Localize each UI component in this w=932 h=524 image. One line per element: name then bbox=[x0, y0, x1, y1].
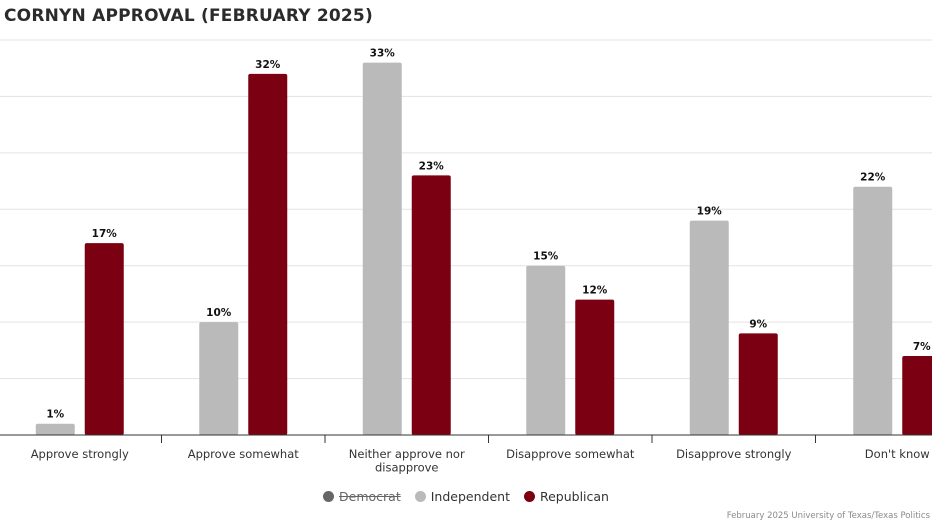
bar-republican[interactable] bbox=[84, 243, 124, 435]
data-label: 33% bbox=[370, 48, 396, 60]
data-label: 19% bbox=[697, 206, 723, 218]
x-tick-label: Neither approve nor disapprove bbox=[349, 447, 465, 475]
legend-swatch bbox=[414, 491, 426, 502]
bar-republican[interactable] bbox=[902, 356, 932, 435]
legend-swatch bbox=[323, 491, 335, 502]
x-tick-label-line: Disapprove somewhat bbox=[506, 447, 635, 461]
x-axis: Approve strongly Approve somewhat Neither … bbox=[0, 434, 932, 475]
x-tick-label-line: Disapprove strongly bbox=[676, 447, 792, 461]
data-label: 1% bbox=[46, 409, 64, 421]
legend-item-democrat[interactable]: Democrat bbox=[323, 489, 401, 504]
x-tick-label-line: Approve strongly bbox=[31, 447, 129, 461]
legend-item-republican[interactable]: Republican bbox=[523, 489, 609, 504]
bar-independent[interactable] bbox=[853, 186, 893, 435]
bar-independent[interactable] bbox=[689, 220, 729, 435]
bar-independent[interactable] bbox=[35, 423, 75, 435]
legend-label: Democrat bbox=[339, 489, 401, 504]
data-label: 9% bbox=[749, 318, 767, 330]
data-label: 12% bbox=[582, 285, 608, 297]
bar-republican[interactable] bbox=[738, 333, 778, 435]
data-label: 7% bbox=[913, 341, 931, 353]
data-label: 23% bbox=[419, 160, 445, 172]
gridlines bbox=[0, 39, 932, 436]
bars bbox=[35, 62, 932, 435]
x-tick-label: Approve somewhat bbox=[188, 447, 300, 461]
data-label: 17% bbox=[92, 228, 118, 240]
x-tick-label-line: Neither approve nor bbox=[349, 447, 465, 461]
data-label: 22% bbox=[860, 172, 886, 184]
legend: Democrat Independent Republican bbox=[0, 489, 932, 504]
chart-title: CORNYN APPROVAL (FEBRUARY 2025) bbox=[4, 6, 373, 26]
data-labels: 1% 17% 10% 32% 33% 23% 15% 12% 19% 9% 22% 7% bbox=[46, 48, 931, 421]
bar-independent[interactable] bbox=[199, 322, 239, 435]
legend-item-independent[interactable]: Independent bbox=[414, 489, 510, 504]
x-tick-label: Approve strongly bbox=[31, 447, 129, 461]
bar-independent[interactable] bbox=[526, 265, 566, 435]
source-credit: February 2025 University of Texas/Texas … bbox=[726, 511, 930, 521]
x-tick-label-line: Approve somewhat bbox=[188, 447, 300, 461]
x-tick-label: Disapprove strongly bbox=[676, 447, 792, 461]
x-tick-label-line: disapprove bbox=[375, 461, 439, 475]
legend-label: Independent bbox=[430, 489, 510, 504]
bar-republican[interactable] bbox=[411, 175, 451, 435]
x-tick-label-line: Don't know bbox=[865, 447, 930, 461]
data-label: 10% bbox=[206, 307, 232, 319]
data-label: 32% bbox=[255, 59, 281, 71]
x-tick-label: Disapprove somewhat bbox=[506, 447, 635, 461]
bar-republican[interactable] bbox=[575, 299, 615, 435]
bar-independent[interactable] bbox=[362, 62, 402, 435]
x-tick-label: Don't know bbox=[865, 447, 930, 461]
bar-republican[interactable] bbox=[248, 73, 288, 435]
legend-swatch bbox=[523, 491, 535, 502]
legend-label: Republican bbox=[539, 489, 609, 504]
data-label: 15% bbox=[533, 251, 559, 263]
